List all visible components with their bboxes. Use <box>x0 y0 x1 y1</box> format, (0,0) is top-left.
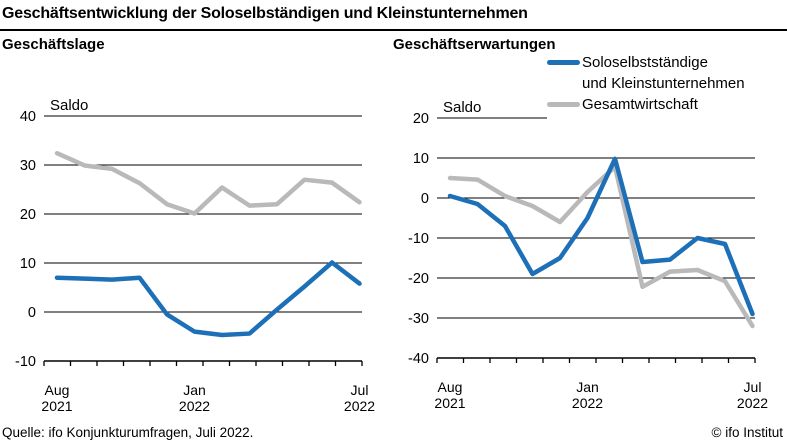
svg-text:2022: 2022 <box>344 398 375 414</box>
svg-text:Saldo: Saldo <box>443 99 481 116</box>
source-note: Quelle: ifo Konjunkturumfragen, Juli 202… <box>2 425 254 440</box>
svg-text:40: 40 <box>20 109 36 125</box>
svg-text:10: 10 <box>20 256 36 272</box>
legend-label: Gesamtwirtschaft <box>582 94 698 115</box>
svg-text:0: 0 <box>28 305 36 321</box>
svg-text:20: 20 <box>20 207 36 223</box>
legend-label-line2: und Kleinstunternehmen <box>582 75 745 92</box>
geschaeftserwartungen-chart: 20100-10-20-30-40SaldoAug2021Jan2022Jul2… <box>408 99 768 411</box>
svg-text:-30: -30 <box>408 311 429 327</box>
legend-label-line1: Soloselbstständige <box>582 54 708 71</box>
gray-line-swatch-icon <box>547 102 580 107</box>
svg-text:-20: -20 <box>408 271 429 287</box>
legend: Soloselbstständige und Kleinstunternehme… <box>547 52 787 119</box>
legend-item-soloselbststaendige: Soloselbstständige und Kleinstunternehme… <box>547 52 787 94</box>
svg-text:-10: -10 <box>15 354 36 370</box>
svg-text:Jan: Jan <box>183 382 206 398</box>
figure-title: Geschäftsentwicklung der Soloselbständig… <box>2 5 528 22</box>
svg-text:10: 10 <box>413 151 429 167</box>
svg-text:Saldo: Saldo <box>50 97 88 114</box>
panel-title-geschaeftserwartungen: Geschäftserwartungen <box>393 36 556 53</box>
svg-text:2021: 2021 <box>434 395 465 411</box>
svg-text:-10: -10 <box>408 231 429 247</box>
copyright-note: © ifo Institut <box>711 425 783 440</box>
svg-text:Jul: Jul <box>744 379 762 395</box>
svg-text:20: 20 <box>413 111 429 127</box>
svg-text:Jul: Jul <box>351 382 369 398</box>
svg-text:2022: 2022 <box>737 395 768 411</box>
svg-text:0: 0 <box>421 191 429 207</box>
svg-text:-40: -40 <box>408 351 429 367</box>
svg-text:Jan: Jan <box>576 379 599 395</box>
panel-title-geschaeftslage: Geschäftslage <box>2 36 105 53</box>
title-rule <box>0 29 787 31</box>
svg-text:2022: 2022 <box>572 395 603 411</box>
svg-text:2022: 2022 <box>179 398 210 414</box>
svg-text:Aug: Aug <box>438 379 463 395</box>
legend-label-line1: Gesamtwirtschaft <box>582 96 698 113</box>
svg-text:30: 30 <box>20 158 36 174</box>
svg-text:2021: 2021 <box>41 398 72 414</box>
svg-text:Aug: Aug <box>45 382 70 398</box>
legend-label: Soloselbstständige und Kleinstunternehme… <box>582 52 745 94</box>
blue-line-swatch-icon <box>547 60 580 65</box>
legend-item-gesamtwirtschaft: Gesamtwirtschaft <box>547 94 787 115</box>
